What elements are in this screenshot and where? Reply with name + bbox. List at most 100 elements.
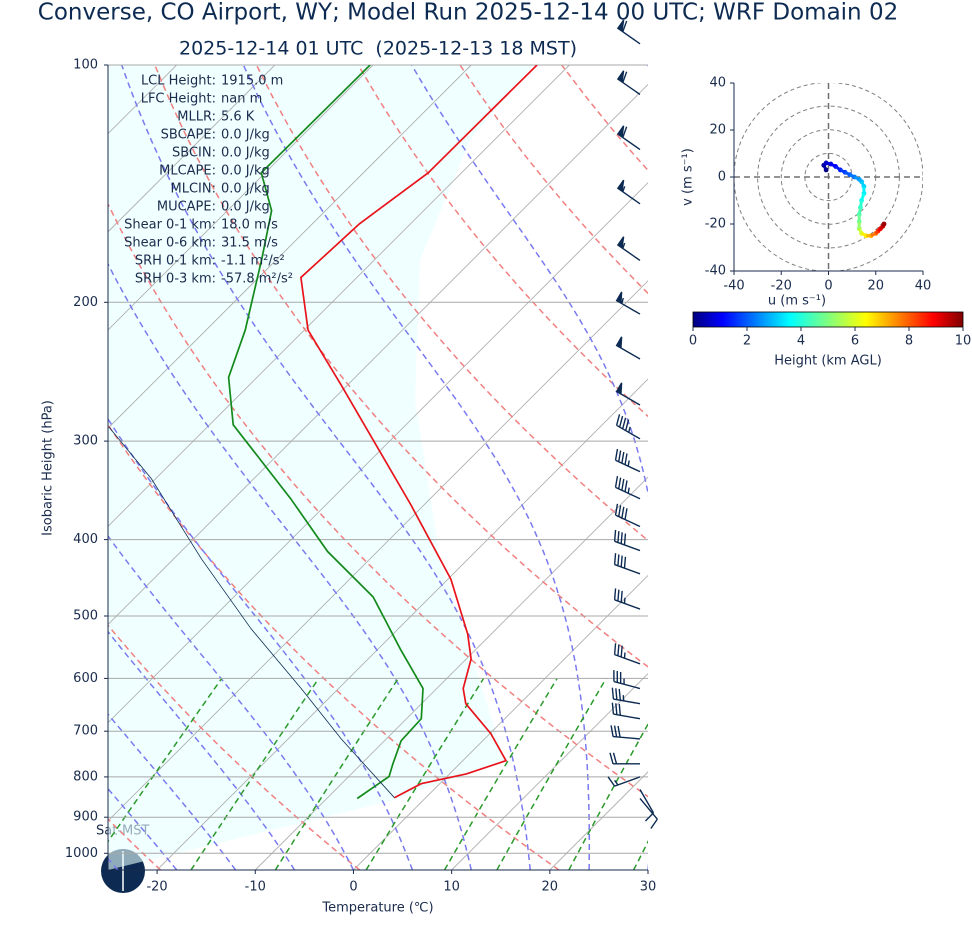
moist-adiabat	[108, 787, 178, 870]
y-axis-label: Isobaric Height (hPa)	[41, 400, 56, 536]
wind-barb	[613, 670, 641, 690]
colorbar-tick-label: 4	[797, 334, 805, 349]
wind-barb	[614, 448, 641, 473]
isotherm	[108, 182, 648, 724]
isotherm	[353, 574, 648, 870]
moist-adiabat	[108, 534, 355, 870]
hodo-grid	[734, 83, 923, 271]
parameter-value: 31.5 m/s	[221, 236, 278, 251]
parameter-label: MLCIN:	[171, 182, 216, 197]
parameter-label: MUCAPE:	[157, 200, 216, 215]
wind-barb	[607, 776, 641, 787]
mixing-ratio	[190, 677, 320, 870]
parameter-label: MLLR:	[177, 110, 216, 125]
isotherm	[451, 672, 648, 870]
moist-adiabat	[647, 65, 648, 67]
wind-barb	[614, 503, 641, 528]
colorbar-tick-label: 6	[851, 334, 859, 349]
hodo-x-tick-label: -20	[771, 279, 792, 294]
parameter-value: 18.0 m/s	[221, 218, 278, 233]
dry-adiabat	[459, 65, 648, 295]
y-tick-label: 400	[73, 532, 98, 547]
parameter-label: SBCAPE:	[161, 128, 216, 143]
y-tick-label: 200	[73, 295, 98, 310]
mixing-ratio	[568, 722, 648, 870]
hodo-x-tick-label: -40	[723, 279, 744, 294]
hodo-segment	[834, 165, 842, 172]
isotherm	[0, 65, 78, 870]
wind-barb	[639, 789, 655, 822]
hodo-x-tick-label: 20	[867, 279, 884, 294]
wind-barb	[613, 588, 641, 610]
moist-adiabat	[108, 262, 473, 870]
hodo-segment	[879, 225, 884, 230]
y-tick-label: 100	[73, 58, 98, 73]
y-tick-label: 800	[73, 769, 98, 784]
hodo-y-tick-label: -20	[705, 217, 726, 232]
y-tick-label: 700	[73, 724, 98, 739]
parameter-value: 0.0 J/kg	[221, 146, 270, 161]
wind-barb	[615, 336, 641, 360]
wind-barb	[613, 553, 641, 575]
parameter-label: Shear 0-1 km:	[124, 218, 216, 233]
hodo-segment	[860, 232, 867, 238]
parameter-label: MLCAPE:	[159, 164, 216, 179]
y-tick-label: 500	[73, 608, 98, 623]
wind-barb	[611, 687, 641, 705]
hodo-segment	[858, 200, 864, 208]
wind-barb	[609, 752, 640, 765]
isotherm	[108, 65, 374, 331]
hodo-segment	[825, 161, 832, 166]
hodo-x-tick-label: 0	[824, 279, 832, 294]
x-tick-label: 0	[349, 880, 357, 895]
hodo-segment	[881, 223, 886, 228]
moist-adiabat	[108, 857, 119, 870]
colorbar-tick-label: 10	[955, 334, 972, 349]
colorbar-label: Height (km AGL)	[774, 354, 882, 369]
parameter-value: 0.0 J/kg	[221, 200, 270, 215]
parameter-label: LCL Height:	[141, 74, 216, 89]
background	[0, 65, 972, 870]
hodo-segment	[839, 168, 846, 174]
hodo-segment	[870, 232, 877, 238]
hodo-segment	[830, 162, 837, 168]
x-axis-label: Temperature (℃)	[321, 901, 433, 916]
isotherm	[108, 83, 648, 626]
hodo-segment	[857, 207, 862, 215]
moist-adiabat	[108, 417, 414, 870]
dry-adiabat	[108, 202, 648, 798]
hodo-segment	[858, 178, 863, 183]
hodo-segment	[844, 170, 851, 176]
shaded-zone	[108, 65, 533, 870]
dry-adiabat	[154, 65, 648, 668]
dry-adiabat	[108, 624, 361, 870]
isotherm	[647, 869, 648, 870]
profile-line	[299, 65, 538, 799]
wind-barb	[615, 414, 641, 440]
colorbar-tick-label: 0	[689, 334, 697, 349]
colorbar-tick-label: 8	[905, 334, 913, 349]
moist-adiabat	[242, 65, 591, 870]
wind-barb	[613, 529, 641, 552]
isotherm	[156, 378, 648, 870]
hodo-x-label: u (m s⁻¹)	[768, 294, 826, 309]
profile-line	[108, 426, 395, 798]
hodo-y-tick-label: 0	[718, 170, 726, 185]
parameter-label: SRH 0-3 km:	[135, 272, 216, 287]
x-tick-label: 10	[443, 880, 460, 895]
x-tick-label: 30	[640, 880, 657, 895]
mixing-ratio	[496, 678, 607, 870]
wind-barb	[610, 725, 641, 740]
wind-barb	[616, 125, 641, 151]
moist-adiabat	[120, 65, 531, 870]
dry-adiabat	[663, 65, 972, 870]
moist-adiabat	[108, 713, 237, 870]
parameter-value: 0.0 J/kg	[221, 128, 270, 143]
hodo-y-tick-label: 40	[709, 76, 726, 91]
wind-barb	[611, 702, 641, 720]
wind-barb	[616, 236, 641, 262]
moist-adiabat	[108, 630, 296, 870]
hodo-segment	[877, 227, 882, 233]
wind-barb	[615, 291, 641, 315]
